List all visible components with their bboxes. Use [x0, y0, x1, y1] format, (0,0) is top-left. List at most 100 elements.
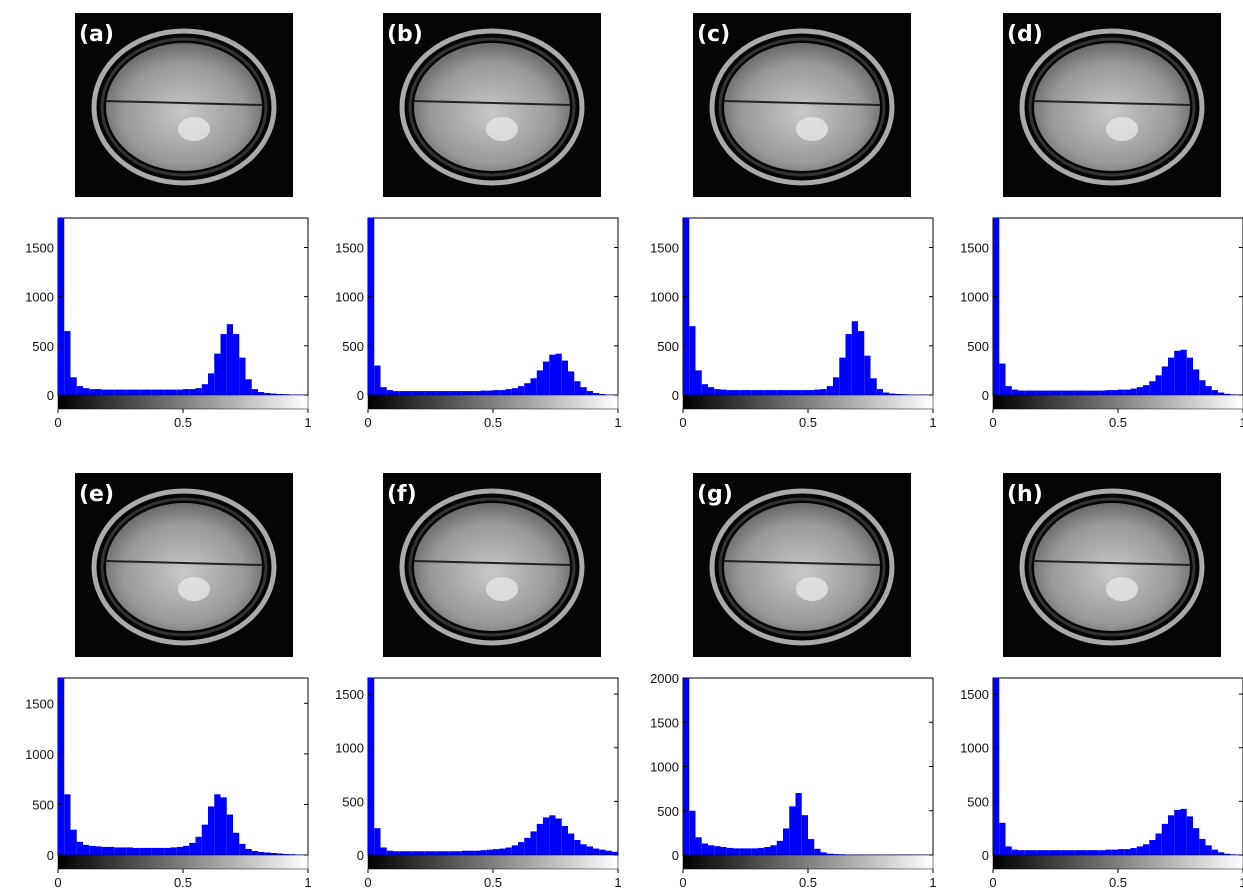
bar: [511, 845, 518, 855]
bar: [176, 389, 183, 395]
panel-label: (c): [697, 22, 730, 47]
bar: [720, 389, 727, 395]
bars: [368, 678, 618, 855]
bar: [283, 394, 290, 395]
skull-inner: [100, 497, 268, 637]
bar: [1161, 823, 1168, 855]
x-tick-label: 0.5: [484, 415, 502, 430]
bar: [580, 844, 587, 855]
bar: [1199, 380, 1206, 395]
bar: [580, 387, 587, 395]
fissure: [413, 560, 571, 566]
bar: [251, 850, 258, 855]
x-tick-label: 0: [679, 415, 686, 430]
bar: [1061, 850, 1068, 855]
bar: [95, 846, 102, 855]
bar: [599, 394, 606, 395]
bar: [1211, 849, 1218, 855]
bar: [883, 392, 890, 395]
bar: [201, 384, 208, 395]
skull-inner: [408, 497, 576, 637]
bar: [795, 793, 802, 855]
bar: [393, 391, 400, 395]
bar: [739, 390, 746, 395]
bar: [399, 391, 406, 395]
bar: [505, 847, 512, 855]
bar: [801, 390, 808, 395]
bar: [195, 836, 202, 855]
bar: [826, 386, 833, 395]
bar: [689, 810, 696, 855]
x-tick-label: 0.5: [484, 875, 502, 890]
bar: [1143, 385, 1150, 395]
plot-area: [682, 217, 934, 396]
y-tick-label: 1500: [335, 241, 364, 256]
bar: [505, 389, 512, 395]
plot-area: [992, 217, 1243, 396]
bar: [208, 373, 215, 395]
bars: [58, 218, 308, 395]
bar: [895, 394, 902, 395]
bar: [901, 394, 908, 395]
bar: [1211, 390, 1218, 395]
colorbar: [992, 854, 1243, 870]
y-tick-label: 500: [32, 797, 54, 812]
bar: [399, 851, 406, 855]
bar: [993, 218, 1000, 395]
y-tick-label: 0: [982, 388, 989, 403]
bar: [733, 390, 740, 395]
x-tick-label: 0.5: [174, 875, 192, 890]
bar: [158, 847, 165, 855]
bar: [176, 846, 183, 855]
bar: [424, 391, 431, 395]
bar: [393, 851, 400, 855]
colorbar: [367, 394, 619, 410]
bar: [1099, 390, 1106, 395]
y-tick-label: 1000: [960, 741, 989, 756]
bar: [1043, 850, 1050, 855]
bar: [789, 390, 796, 395]
bright-region: [178, 577, 210, 601]
bright-region: [1106, 577, 1138, 601]
bar: [89, 389, 96, 395]
y-tick-label: 0: [357, 848, 364, 863]
bar: [555, 818, 562, 855]
bar: [733, 848, 740, 855]
bar: [1186, 357, 1193, 395]
bar: [1130, 388, 1137, 395]
y-tick-label: 500: [32, 339, 54, 354]
bar: [114, 847, 121, 855]
bar: [270, 852, 277, 855]
y-tick-label: 1500: [960, 241, 989, 256]
bar: [1086, 390, 1093, 395]
skull: [709, 488, 895, 646]
bar: [1099, 850, 1106, 855]
bar: [789, 806, 796, 855]
bar: [449, 851, 456, 855]
plot-area: [367, 217, 619, 396]
bar: [1105, 849, 1112, 855]
fissure: [723, 100, 881, 106]
bar: [411, 851, 418, 855]
bar: [1174, 350, 1181, 395]
x-tick-label: 1: [1239, 875, 1243, 890]
colorbar: [367, 854, 619, 870]
colorbar: [992, 394, 1243, 410]
x-tick-label: 0.5: [1109, 875, 1127, 890]
bar: [695, 370, 702, 395]
bar: [1230, 394, 1237, 395]
bar: [1011, 849, 1018, 855]
bar: [1011, 389, 1018, 395]
bar: [430, 851, 437, 855]
bar: [1036, 390, 1043, 395]
bar: [108, 846, 115, 855]
bar: [133, 389, 140, 395]
skull-inner: [718, 37, 886, 177]
bar: [1143, 844, 1150, 855]
bar: [524, 837, 531, 855]
y-tick-label: 1000: [650, 760, 679, 775]
bar: [226, 814, 233, 855]
bar: [114, 389, 121, 395]
bar: [511, 388, 518, 395]
